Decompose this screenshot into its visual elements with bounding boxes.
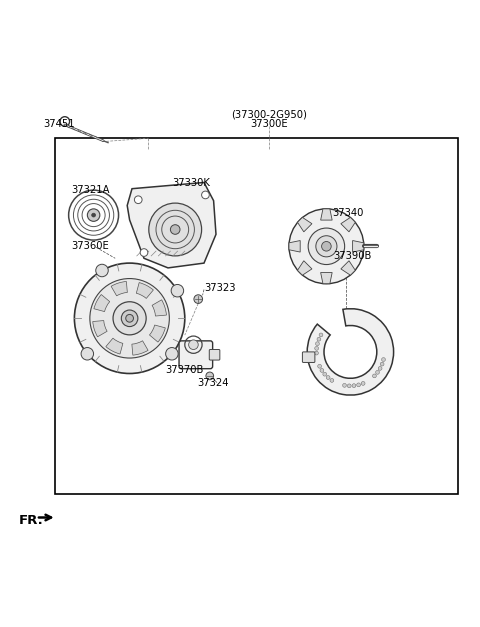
Text: 37330K: 37330K <box>172 178 210 188</box>
Text: 37340: 37340 <box>332 208 363 218</box>
Polygon shape <box>341 261 355 275</box>
Text: 37324: 37324 <box>197 378 228 388</box>
Circle shape <box>372 374 376 378</box>
Circle shape <box>330 379 334 382</box>
Circle shape <box>317 337 321 341</box>
Text: 37451: 37451 <box>43 119 75 129</box>
Circle shape <box>194 295 203 303</box>
Circle shape <box>69 190 119 240</box>
Circle shape <box>378 366 382 371</box>
Circle shape <box>96 264 108 277</box>
Circle shape <box>361 381 365 386</box>
Text: FR.: FR. <box>19 514 44 527</box>
FancyBboxPatch shape <box>302 352 315 362</box>
FancyBboxPatch shape <box>209 349 220 360</box>
Circle shape <box>87 209 100 221</box>
Circle shape <box>170 224 180 234</box>
Polygon shape <box>127 182 216 268</box>
Circle shape <box>113 302 146 335</box>
Circle shape <box>348 384 351 387</box>
Circle shape <box>189 340 198 349</box>
Circle shape <box>289 209 364 284</box>
Circle shape <box>81 347 94 360</box>
Circle shape <box>357 383 360 387</box>
Polygon shape <box>341 218 355 232</box>
Circle shape <box>126 314 133 322</box>
Circle shape <box>352 384 356 387</box>
Circle shape <box>202 191 209 199</box>
Circle shape <box>343 384 347 387</box>
Circle shape <box>382 357 385 361</box>
Polygon shape <box>298 261 312 275</box>
Circle shape <box>323 372 327 376</box>
Circle shape <box>90 278 169 358</box>
Circle shape <box>92 213 96 217</box>
Circle shape <box>140 249 148 256</box>
Wedge shape <box>149 325 165 342</box>
Polygon shape <box>353 241 364 252</box>
Text: 37360E: 37360E <box>71 241 109 251</box>
Wedge shape <box>136 283 154 298</box>
Wedge shape <box>111 282 127 296</box>
Wedge shape <box>94 295 110 312</box>
Circle shape <box>315 342 319 345</box>
Wedge shape <box>132 340 148 355</box>
Circle shape <box>320 369 324 372</box>
Wedge shape <box>93 320 107 337</box>
Circle shape <box>319 333 323 337</box>
Circle shape <box>315 347 319 350</box>
Circle shape <box>380 362 384 366</box>
Circle shape <box>376 371 380 374</box>
Circle shape <box>314 351 318 355</box>
Text: 37321A: 37321A <box>71 185 109 194</box>
Circle shape <box>171 285 184 297</box>
Polygon shape <box>321 273 332 284</box>
Polygon shape <box>321 209 332 220</box>
Circle shape <box>308 228 345 265</box>
FancyBboxPatch shape <box>179 341 213 369</box>
Circle shape <box>206 372 214 380</box>
Wedge shape <box>106 338 123 354</box>
Circle shape <box>74 263 185 374</box>
Circle shape <box>318 364 322 368</box>
Circle shape <box>326 376 330 379</box>
Polygon shape <box>298 218 312 232</box>
Circle shape <box>134 196 142 204</box>
Text: 37390B: 37390B <box>334 251 372 261</box>
Circle shape <box>166 347 178 360</box>
Circle shape <box>316 236 337 257</box>
Wedge shape <box>152 300 167 316</box>
Text: 37370B: 37370B <box>166 365 204 375</box>
Polygon shape <box>289 241 300 252</box>
Circle shape <box>60 117 70 126</box>
Text: (37300-2G950): (37300-2G950) <box>231 109 307 119</box>
Wedge shape <box>307 308 394 395</box>
Text: 37300E: 37300E <box>250 119 288 129</box>
Text: 37323: 37323 <box>204 283 236 293</box>
Circle shape <box>322 241 331 251</box>
Circle shape <box>149 203 202 256</box>
Bar <box>55 139 458 493</box>
Circle shape <box>121 310 138 327</box>
